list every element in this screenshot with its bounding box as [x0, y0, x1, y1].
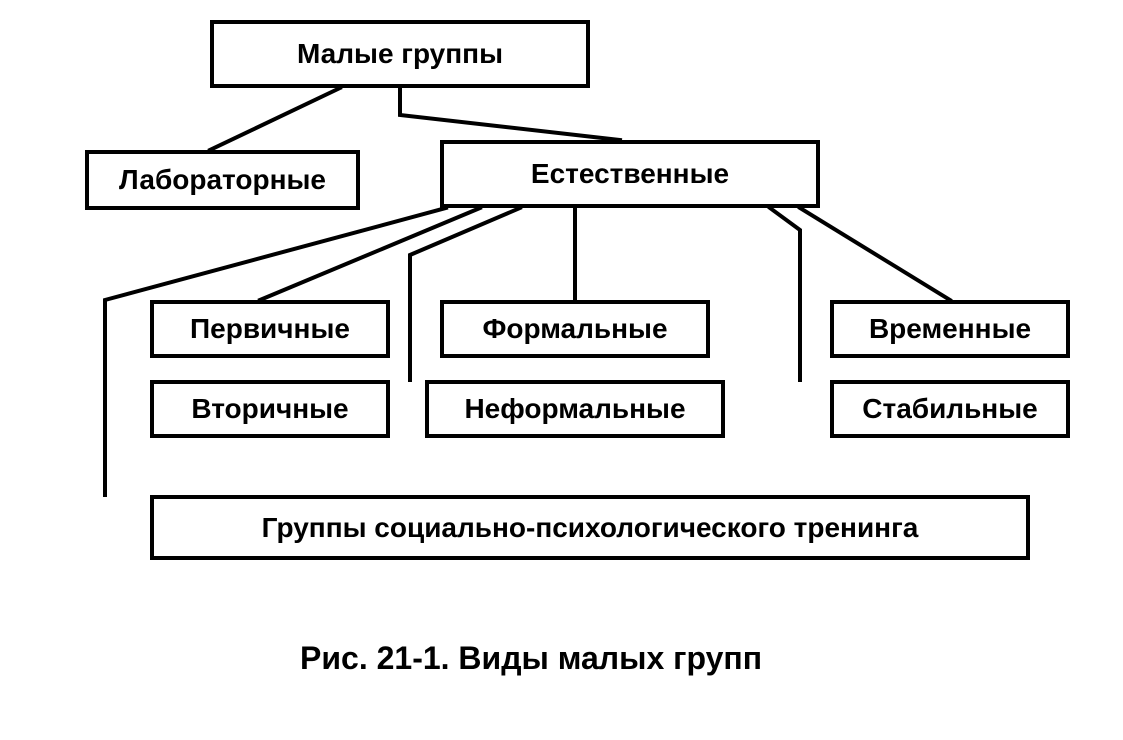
- caption-text: Рис. 21-1. Виды малых групп: [300, 640, 762, 676]
- node-label: Группы социально-психологического тренин…: [262, 512, 919, 544]
- node-formal: Формальные: [440, 300, 710, 358]
- node-label: Стабильные: [862, 393, 1037, 425]
- node-label: Вторичные: [191, 393, 348, 425]
- node-stable: Стабильные: [830, 380, 1070, 438]
- node-label: Малые группы: [297, 38, 503, 70]
- node-label: Неформальные: [464, 393, 685, 425]
- diagram-canvas: Малые группы Лабораторные Естественные П…: [0, 0, 1123, 740]
- node-label: Первичные: [190, 313, 350, 345]
- node-label: Лабораторные: [119, 164, 326, 196]
- node-label: Формальные: [482, 313, 667, 345]
- node-informal: Неформальные: [425, 380, 725, 438]
- node-label: Временные: [869, 313, 1031, 345]
- node-natural: Естественные: [440, 140, 820, 208]
- edges-layer: [0, 0, 1123, 740]
- node-label: Естественные: [531, 158, 729, 190]
- figure-caption: Рис. 21-1. Виды малых групп: [300, 640, 762, 677]
- node-primary: Первичные: [150, 300, 390, 358]
- node-training: Группы социально-психологического тренин…: [150, 495, 1030, 560]
- node-lab: Лабораторные: [85, 150, 360, 210]
- node-secondary: Вторичные: [150, 380, 390, 438]
- node-root: Малые группы: [210, 20, 590, 88]
- node-temporary: Временные: [830, 300, 1070, 358]
